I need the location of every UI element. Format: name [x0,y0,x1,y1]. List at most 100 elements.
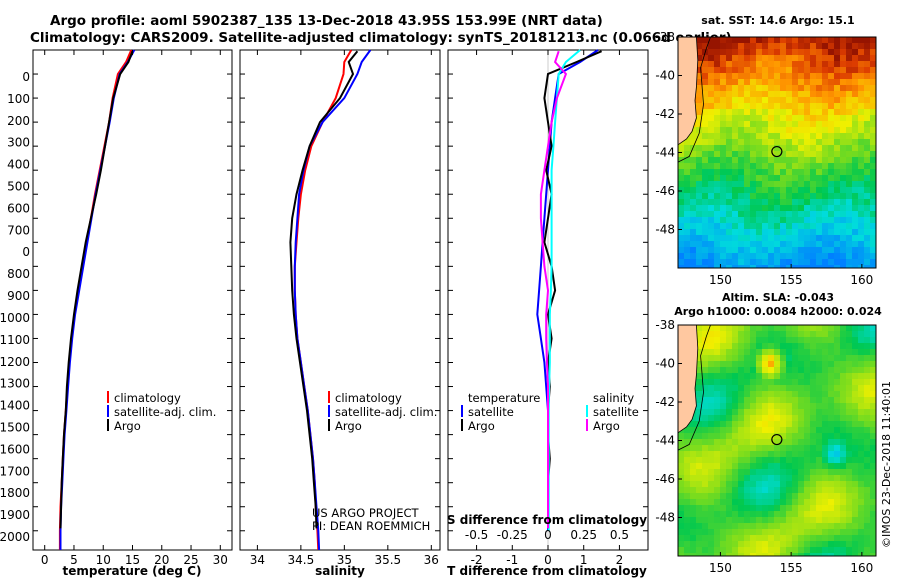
map-y-tick-label: -46 [655,472,675,486]
map-cell [744,529,750,535]
map-cell [846,361,852,367]
map-cell [780,403,786,409]
map-cell [828,175,834,181]
map-y-tick-label: -44 [655,146,675,160]
map-cell [756,325,762,331]
map-cell [684,469,690,475]
map-cell [738,163,744,169]
map-cell [750,433,756,439]
map-cell [810,367,816,373]
map-cell [762,175,768,181]
map-cell [810,343,816,349]
map-cell [768,67,774,73]
map-cell [774,469,780,475]
map-cell [750,235,756,241]
map-cell [870,343,876,349]
map-cell [858,193,864,199]
map-cell [768,193,774,199]
map-cell [786,529,792,535]
map-cell [726,469,732,475]
map-cell [744,163,750,169]
map-cell [864,451,870,457]
map-cell [756,133,762,139]
map-cell [702,139,708,145]
land-tasmania [677,324,699,434]
map-cell [750,241,756,247]
map-cell [714,469,720,475]
map-cell [768,451,774,457]
map-cell [726,547,732,553]
map-cell [750,109,756,115]
map-cell [858,187,864,193]
map-cell [732,433,738,439]
map-cell [822,463,828,469]
map-cell [768,499,774,505]
map-cell [804,493,810,499]
map-cell [846,259,852,265]
map-cell [708,475,714,481]
map-cell [810,499,816,505]
map-cell [744,481,750,487]
map-cell [786,91,792,97]
map-cell [858,217,864,223]
map-cell [744,133,750,139]
map-cell [798,349,804,355]
map-cell [840,355,846,361]
map-cell [864,439,870,445]
map-cell [792,43,798,49]
map-cell [702,229,708,235]
map-cell [714,103,720,109]
map-cell [846,211,852,217]
map-cell [822,91,828,97]
map-cell [744,79,750,85]
map-cell [720,529,726,535]
map-cell [732,175,738,181]
map-cell [732,343,738,349]
map-cell [798,475,804,481]
map-cell [702,445,708,451]
map-cell [696,253,702,259]
map-cell [714,331,720,337]
map-cell [768,505,774,511]
map-cell [744,85,750,91]
map-cell [846,145,852,151]
map-cell [678,433,684,439]
map-cell [708,379,714,385]
map-cell [792,529,798,535]
map-cell [780,325,786,331]
map-cell [786,229,792,235]
map-cell [708,37,714,43]
map-cell [756,463,762,469]
map-cell [762,487,768,493]
map-cell [678,439,684,445]
map-cell [738,37,744,43]
map-cell [846,457,852,463]
map-cell [720,37,726,43]
map-cell [738,493,744,499]
map-cell [858,487,864,493]
map-cell [858,457,864,463]
map-cell [852,481,858,487]
map-cell [774,517,780,523]
map-cell [786,85,792,91]
map-cell [816,61,822,67]
map-cell [870,247,876,253]
map-cell [738,367,744,373]
map-cell [786,439,792,445]
map-cell [708,145,714,151]
map-cell [864,181,870,187]
map-cell [684,523,690,529]
map-cell [702,451,708,457]
map-cell [690,139,696,145]
map-cell [690,217,696,223]
map-cell [774,457,780,463]
map-cell [726,37,732,43]
map-cell [732,163,738,169]
map-cell [810,421,816,427]
map-cell [792,463,798,469]
map-cell [822,49,828,55]
map-cell [684,541,690,547]
map-cell [840,223,846,229]
map-cell [702,43,708,49]
map-cell [780,91,786,97]
